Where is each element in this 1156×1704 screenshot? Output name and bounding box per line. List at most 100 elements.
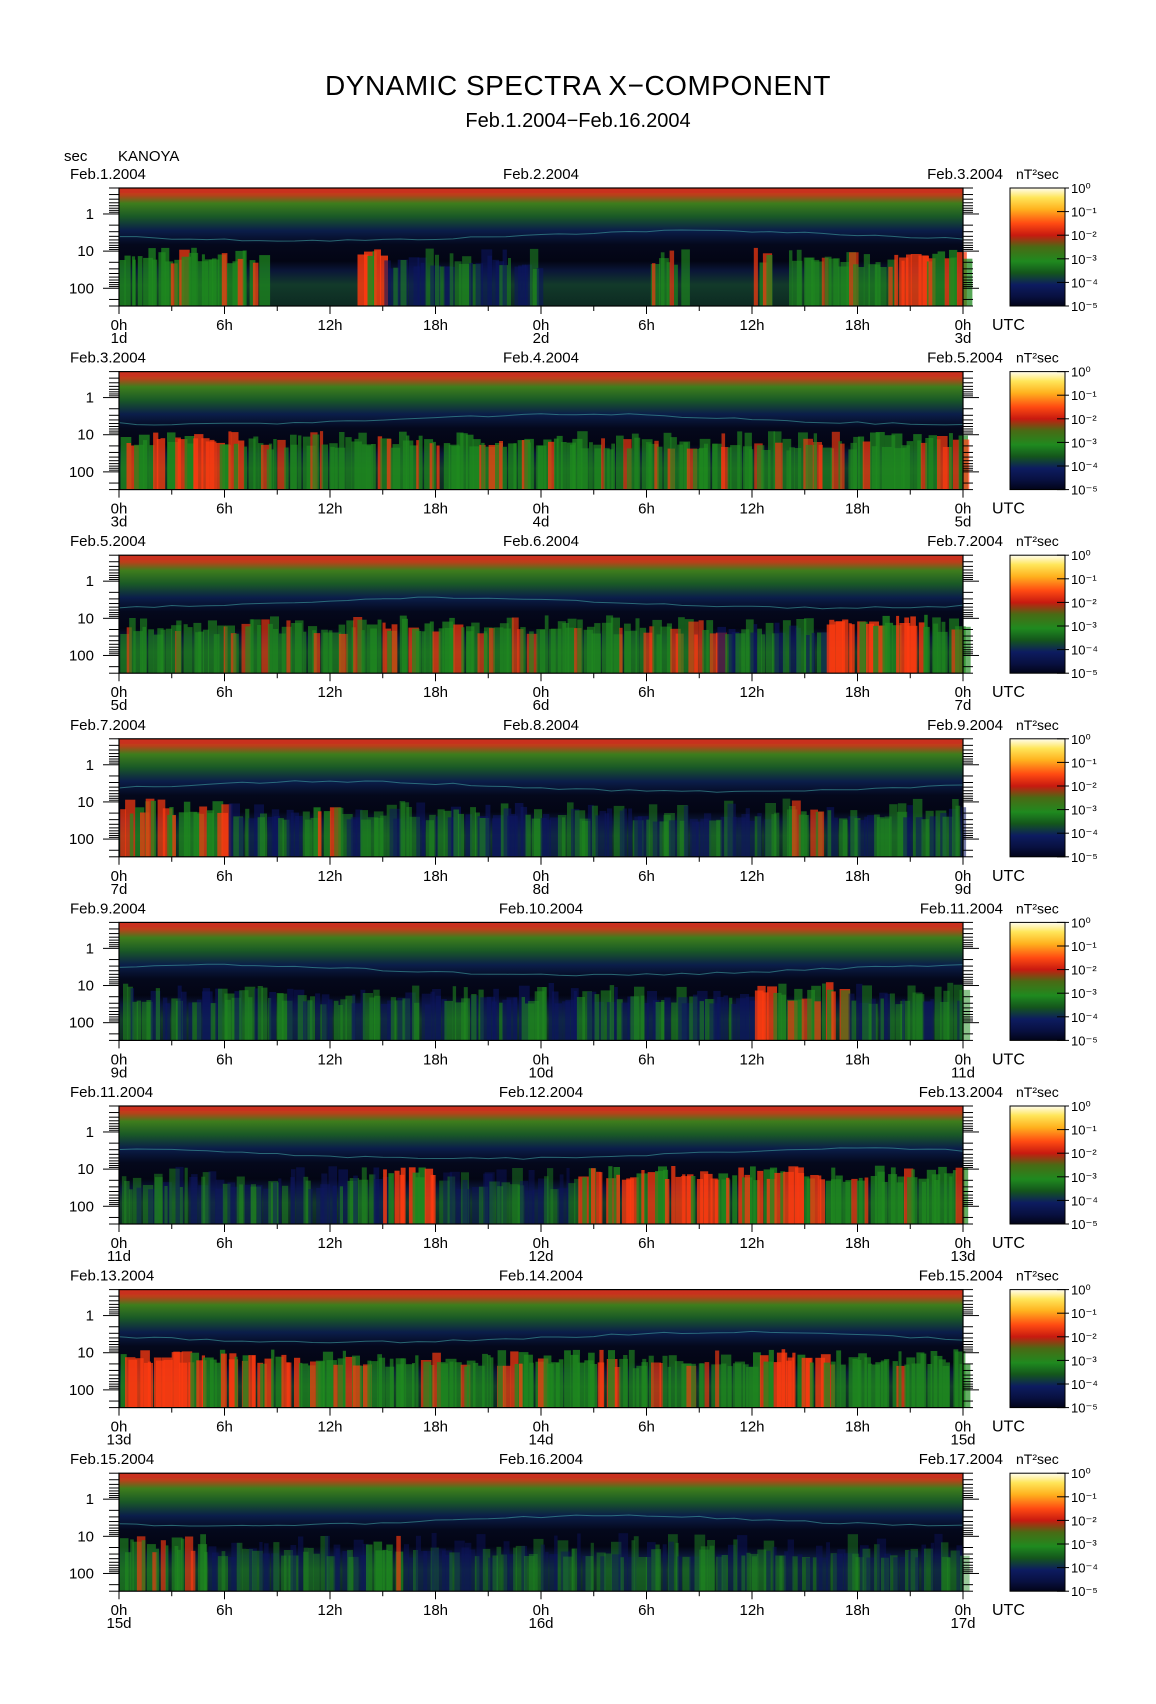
activity-mark: [181, 256, 191, 306]
activity-mark: [493, 815, 504, 857]
activity-mark: [443, 1172, 453, 1224]
activity-mark: [614, 1367, 621, 1408]
activity-mark: [502, 446, 507, 490]
activity-mark: [949, 1176, 953, 1224]
activity-mark: [855, 1557, 864, 1592]
activity-mark: [874, 1544, 880, 1592]
activity-mark: [798, 432, 808, 490]
activity-mark: [439, 1180, 450, 1224]
activity-mark: [641, 1170, 645, 1224]
activity-mark: [193, 812, 200, 857]
day-label-mid: 16d: [528, 1615, 553, 1632]
activity-mark: [155, 988, 160, 1041]
activity-mark: [805, 1358, 812, 1408]
activity-mark: [636, 1173, 646, 1224]
activity-mark: [320, 431, 324, 490]
activity-mark: [273, 815, 280, 857]
activity-mark: [124, 255, 131, 306]
activity-mark: [382, 622, 386, 674]
day-label-end: 11d: [951, 1064, 975, 1081]
activity-mark: [469, 1549, 476, 1592]
colorbar-tick-label: 10⁻¹: [1071, 1123, 1097, 1138]
activity-mark: [253, 436, 259, 490]
colorbar-tick-label: 10⁻⁵: [1071, 1217, 1098, 1232]
activity-mark: [506, 617, 514, 674]
activity-mark: [924, 614, 928, 674]
activity-mark: [930, 1542, 935, 1592]
activity-mark: [540, 629, 546, 674]
noise-floor-line: [118, 780, 964, 793]
activity-mark: [271, 1349, 275, 1408]
activity-mark: [757, 813, 762, 857]
activity-mark: [840, 1364, 846, 1408]
activity-mark: [870, 1176, 877, 1224]
activity-mark: [560, 1551, 570, 1592]
activity-mark: [599, 810, 607, 857]
activity-mark: [120, 809, 126, 857]
activity-mark: [596, 1171, 601, 1224]
activity-mark: [647, 1542, 656, 1592]
activity-mark: [242, 1548, 247, 1592]
activity-mark: [628, 1349, 635, 1408]
colorbar-tick-label: 10⁻⁴: [1071, 1193, 1098, 1208]
activity-mark: [638, 1557, 648, 1592]
activity-mark: [704, 813, 712, 857]
activity-mark: [669, 250, 675, 306]
x-tick-label: 6h: [216, 684, 233, 701]
activity-mark: [590, 1542, 594, 1592]
activity-mark: [268, 443, 273, 490]
activity-mark: [651, 1549, 661, 1592]
activity-mark: [944, 1173, 954, 1224]
activity-mark: [633, 1536, 639, 1592]
activity-mark: [305, 1180, 311, 1224]
activity-mark: [257, 625, 262, 674]
activity-mark: [508, 443, 517, 490]
activity-mark: [184, 1167, 188, 1224]
x-tick-label: 0h: [111, 1419, 128, 1436]
activity-mark: [401, 618, 408, 674]
activity-mark: [416, 802, 426, 857]
activity-mark: [462, 256, 472, 306]
x-tick-label: 6h: [638, 1602, 655, 1619]
activity-mark: [256, 1185, 263, 1224]
activity-mark: [937, 251, 946, 306]
activity-mark: [507, 1554, 515, 1592]
activity-mark: [141, 1540, 146, 1592]
activity-mark: [528, 1554, 538, 1592]
colorbar-tick-label: 10⁻³: [1071, 803, 1097, 818]
activity-mark: [797, 1173, 805, 1224]
activity-mark: [735, 633, 746, 674]
y-tick-label: 100: [69, 831, 94, 848]
activity-mark: [393, 818, 403, 857]
y-tick-label: 1: [86, 206, 94, 223]
activity-mark: [281, 1354, 287, 1408]
activity-mark: [858, 436, 865, 490]
activity-mark: [537, 1358, 549, 1408]
activity-mark: [836, 1350, 842, 1408]
activity-mark: [238, 440, 245, 490]
activity-mark: [218, 988, 228, 1041]
activity-mark: [746, 1552, 751, 1592]
activity-mark: [880, 998, 884, 1041]
activity-mark: [129, 618, 136, 674]
activity-mark: [704, 1173, 713, 1224]
activity-mark: [864, 1177, 869, 1224]
activity-mark: [148, 629, 154, 674]
activity-mark: [413, 1002, 420, 1041]
activity-mark: [750, 1166, 756, 1224]
activity-mark: [169, 807, 174, 857]
activity-mark: [431, 1533, 437, 1592]
activity-mark: [476, 1534, 486, 1592]
x-tick-label: 0h: [111, 868, 128, 885]
activity-mark: [452, 986, 457, 1041]
x-tick-label: 12h: [317, 501, 342, 518]
activity-mark: [190, 1550, 196, 1592]
activity-mark: [962, 439, 970, 490]
activity-mark: [300, 1363, 309, 1408]
activity-mark: [137, 256, 143, 306]
activity-mark: [659, 1363, 664, 1408]
x-tick-label: 0h: [955, 868, 972, 885]
utc-label: UTC: [992, 1602, 1025, 1619]
activity-mark: [813, 261, 824, 306]
